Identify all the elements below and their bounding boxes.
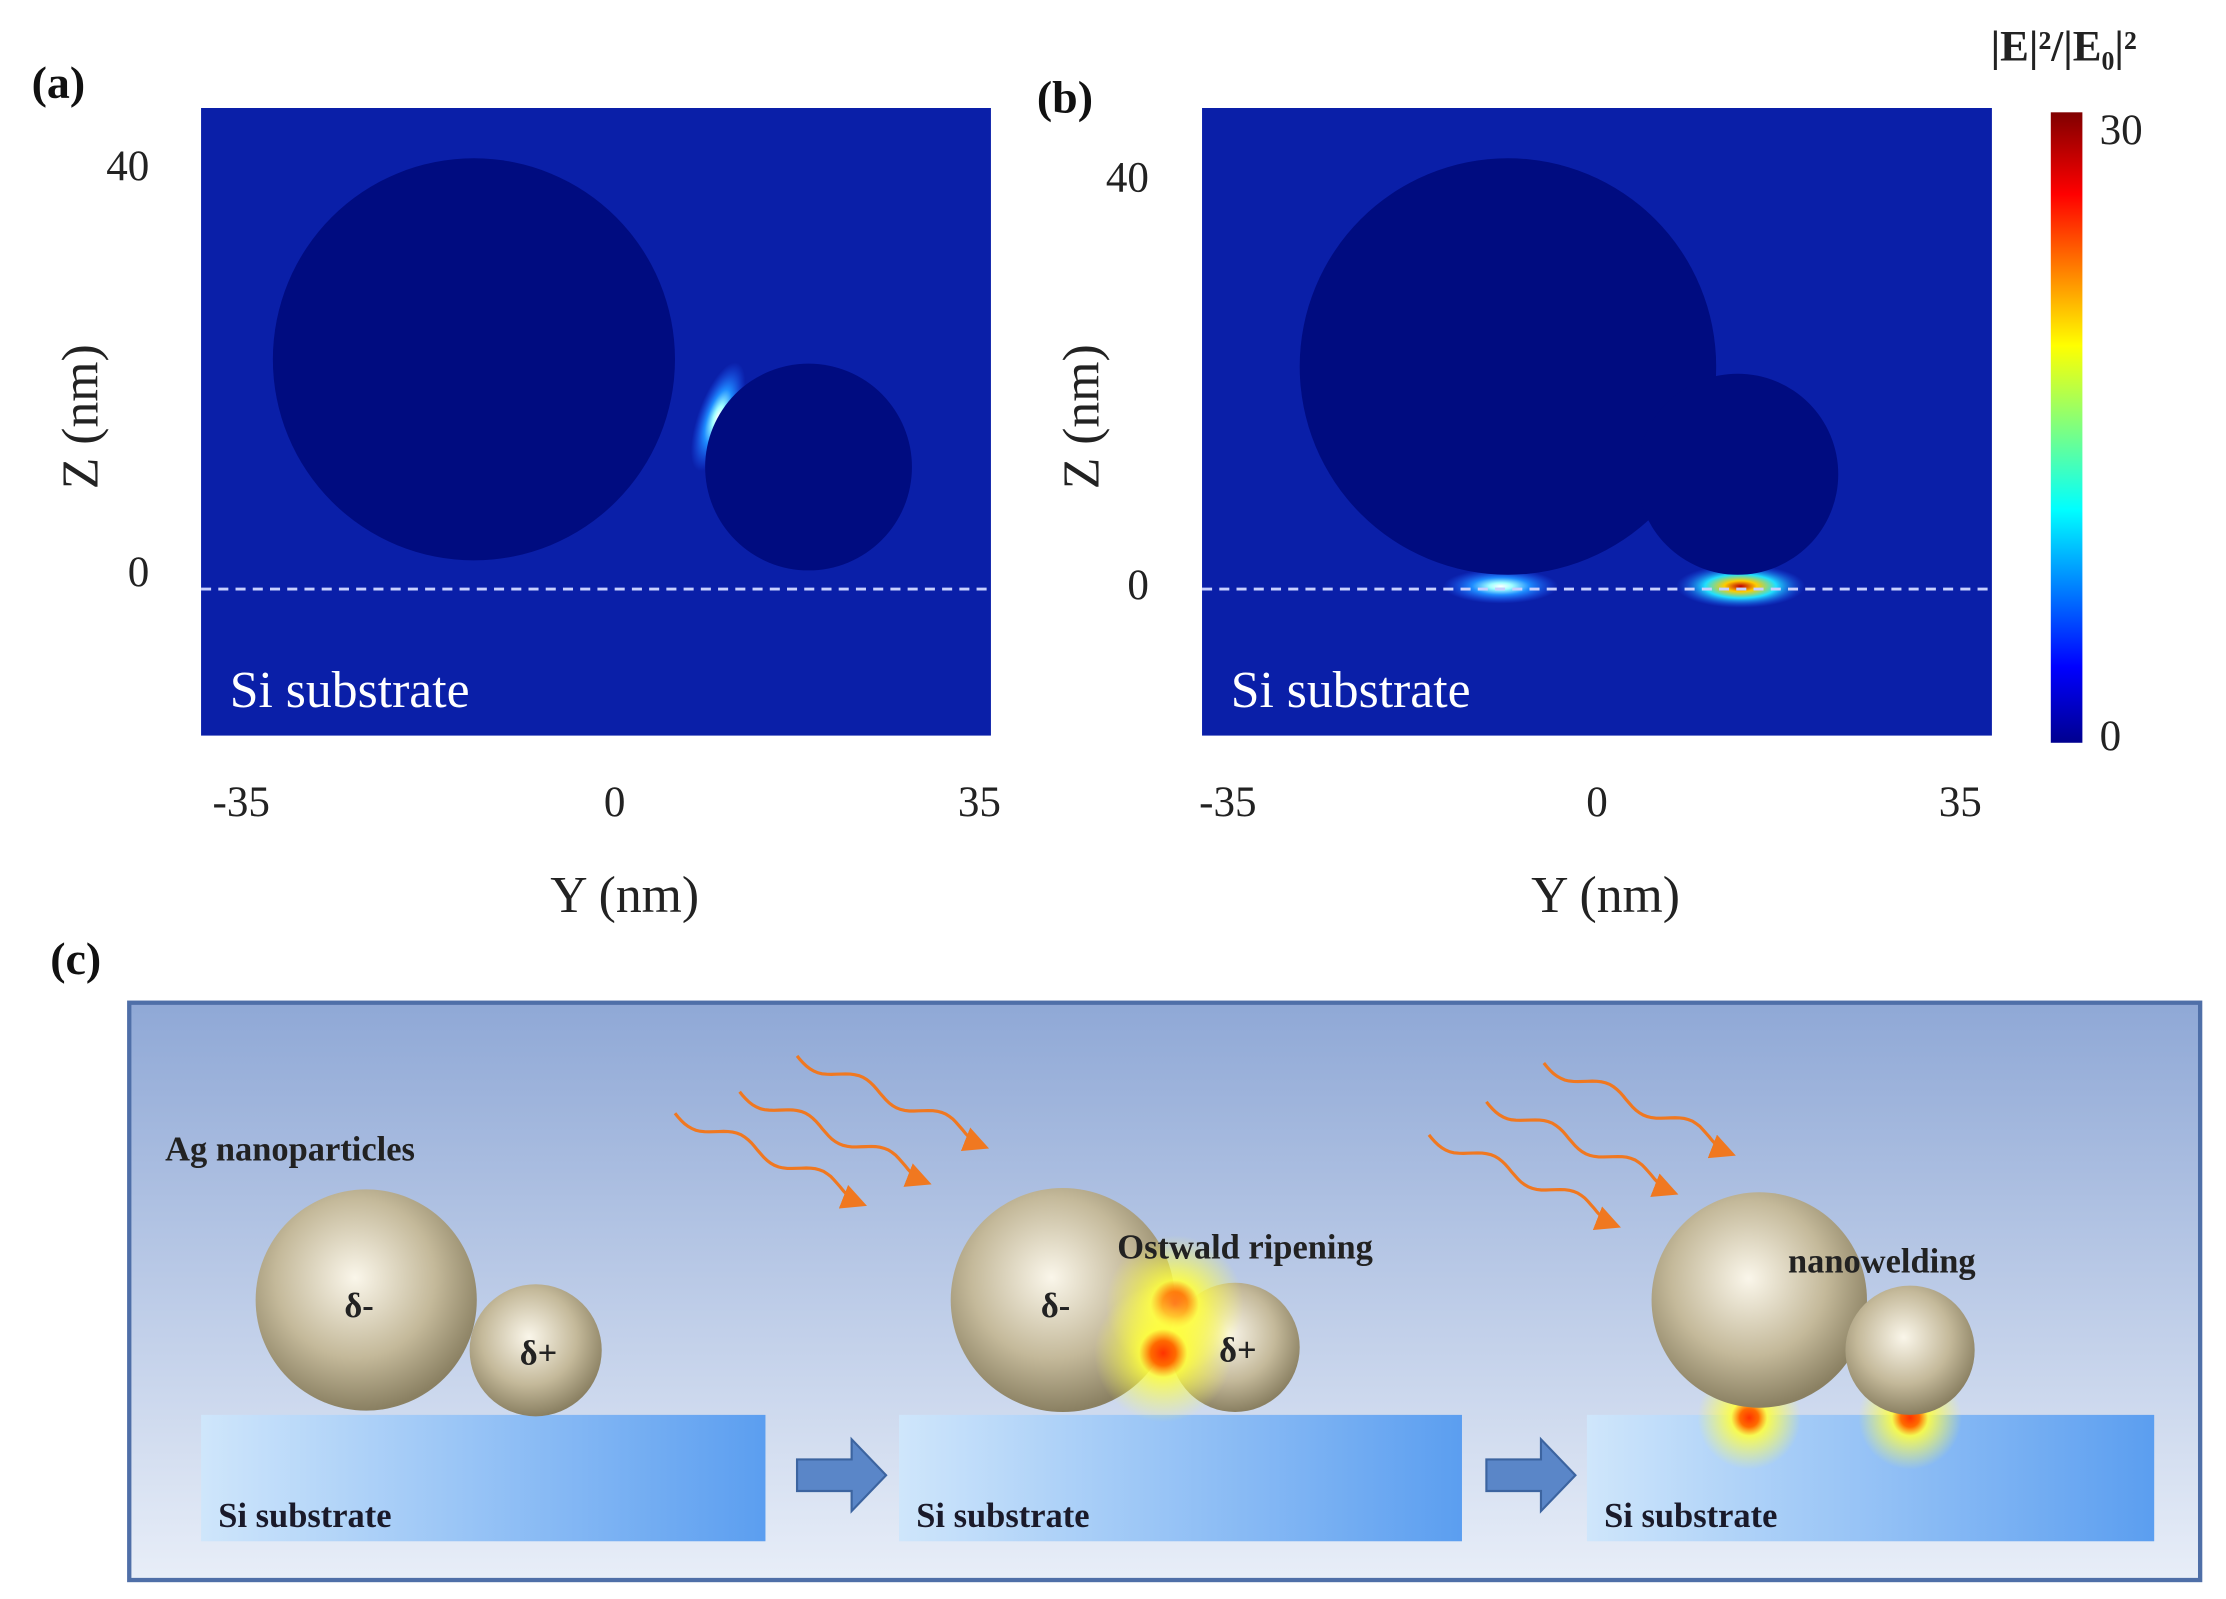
panel-label: (c) (50, 933, 101, 984)
process-arrow (795, 1436, 888, 1514)
x-tick-label: -35 (1199, 779, 1256, 826)
charge-label: δ- (1041, 1287, 1070, 1325)
light-wave (1542, 1062, 1736, 1159)
substrate-label: Si substrate (916, 1497, 1089, 1535)
region-label: Si substrate (230, 662, 470, 719)
colorbar (2050, 112, 2083, 743)
y-axis-label: Z (nm) (53, 344, 110, 489)
substrate-label: Si substrate (1604, 1497, 1777, 1535)
stage-title: Ag nanoparticles (165, 1131, 415, 1169)
substrate-label: Si substrate (218, 1497, 391, 1535)
nanoparticle (469, 1284, 602, 1417)
field-map-a (201, 108, 991, 736)
panel-label: (a) (32, 57, 86, 108)
light-wave (673, 1112, 867, 1209)
substrate (899, 1414, 1462, 1542)
colorbar-tick: 0 (2100, 713, 2122, 760)
y-axis-label: Z (nm) (1054, 344, 1111, 489)
field-map-b (1202, 108, 1992, 736)
x-tick-label: 35 (1939, 779, 1982, 826)
x-tick-label: -35 (213, 779, 270, 826)
stage-title: Ostwald ripening (1117, 1228, 1373, 1266)
process-arrow (1485, 1436, 1577, 1514)
x-tick-label: 0 (604, 779, 626, 826)
nanoparticle (255, 1189, 477, 1411)
charge-label: δ+ (520, 1335, 558, 1373)
nanoparticle (1845, 1285, 1975, 1415)
light-wave (1427, 1133, 1621, 1230)
y-tick-label: 0 (1127, 562, 1149, 609)
region-label: Si substrate (1231, 662, 1471, 719)
light-wave (795, 1054, 990, 1152)
x-axis-label: Y (nm) (550, 867, 699, 924)
panel-label: (b) (1037, 71, 1093, 122)
charge-label: δ+ (1219, 1332, 1257, 1370)
stages: Si substrate δ-δ+ Ag nanoparticles Si subst… (165, 1054, 2155, 1542)
light-wave (738, 1090, 932, 1187)
colorbar-tick: 30 (2100, 107, 2143, 154)
colorbar-title: |E|²/|E₀|² (1991, 24, 2137, 71)
x-tick-label: 35 (958, 779, 1001, 826)
x-axis-label: Y (nm) (1531, 867, 1680, 924)
substrate (201, 1414, 766, 1542)
y-tick-label: 0 (128, 549, 150, 596)
x-tick-label: 0 (1586, 779, 1608, 826)
nanoparticle (1651, 1192, 1867, 1408)
y-tick-label: 40 (1106, 154, 1149, 201)
light-wave (1485, 1100, 1679, 1197)
charge-label: δ- (344, 1287, 373, 1325)
stage-title: nanowelding (1788, 1243, 1976, 1281)
y-tick-label: 40 (106, 143, 149, 190)
hotspot (1094, 1284, 1233, 1423)
